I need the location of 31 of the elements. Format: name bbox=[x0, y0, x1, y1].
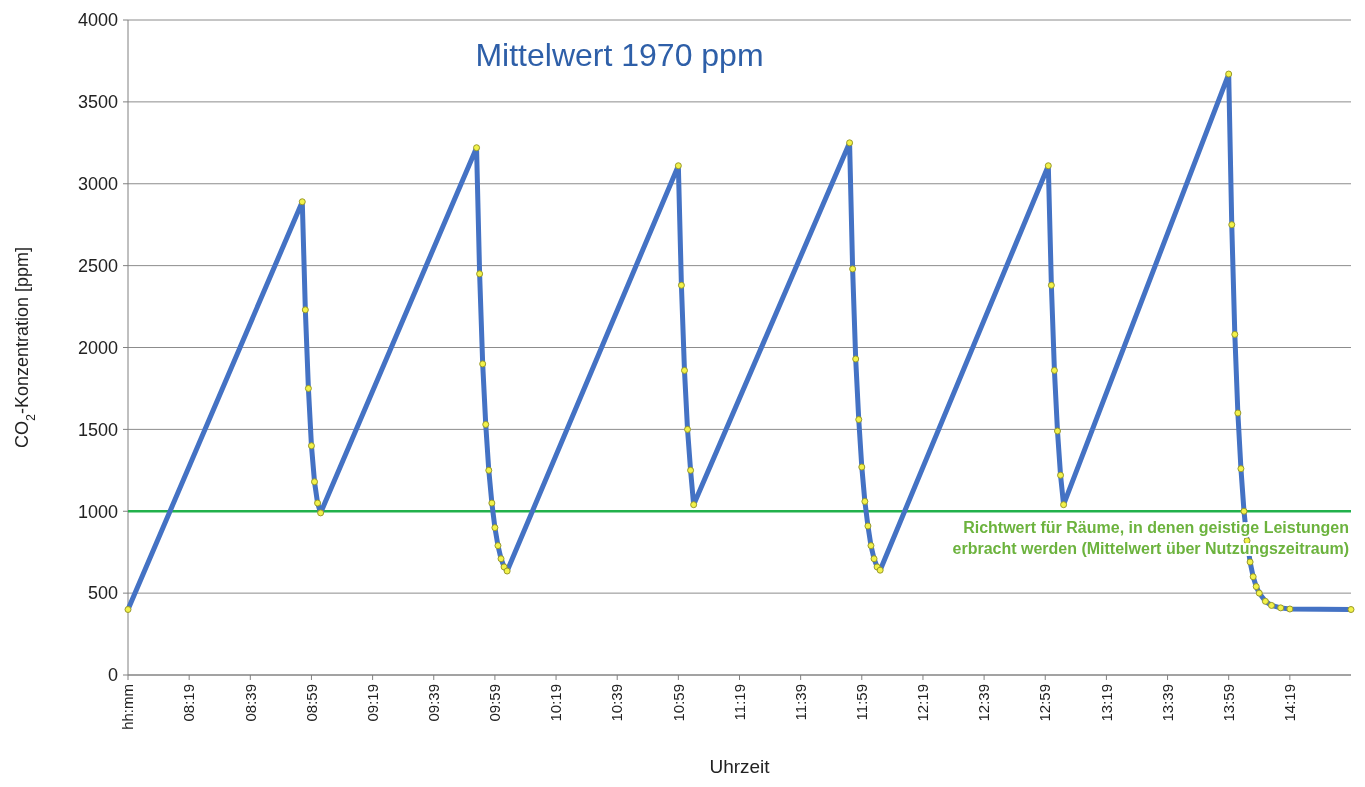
x-tick-label: 13:59 bbox=[1219, 684, 1237, 722]
x-tick-label: 13:39 bbox=[1158, 684, 1176, 722]
x-tick-label: 10:59 bbox=[669, 684, 687, 722]
y-tick-label: 3500 bbox=[77, 92, 118, 113]
y-tick-label: 1500 bbox=[77, 419, 118, 440]
y-tick-label: 0 bbox=[107, 665, 118, 686]
x-tick-label: 13:19 bbox=[1097, 684, 1115, 722]
x-tick-label: 08:39 bbox=[241, 684, 259, 722]
y-tick-label: 2500 bbox=[77, 255, 118, 276]
y-tick-label: 4000 bbox=[77, 10, 118, 31]
x-tick-label: 12:19 bbox=[914, 684, 932, 722]
y-tick-label: 3000 bbox=[77, 174, 118, 195]
x-tick-label: 12:59 bbox=[1036, 684, 1054, 722]
x-tick-label: 14:19 bbox=[1281, 684, 1299, 722]
text: Mittelwert 1970 ppm bbox=[475, 37, 764, 73]
x-tick-label: 10:19 bbox=[547, 684, 565, 722]
y-tick-label: 500 bbox=[87, 583, 118, 604]
x-tick-label: hh:mm bbox=[119, 684, 137, 730]
x-tick-label: 11:59 bbox=[853, 684, 871, 721]
y-tick-label: 2000 bbox=[77, 337, 118, 358]
x-tick-label: 08:59 bbox=[302, 684, 320, 722]
x-tick-label: 12:39 bbox=[975, 684, 993, 722]
x-axis-title: Uhrzeit bbox=[709, 756, 771, 777]
x-tick-label: 11:39 bbox=[791, 684, 809, 721]
x-tick-label: 08:19 bbox=[180, 684, 198, 722]
x-tick-label: 09:39 bbox=[425, 684, 442, 722]
x-tick-label: 10:39 bbox=[608, 684, 626, 722]
x-tick-label: 11:19 bbox=[730, 684, 748, 721]
x-tick-label: 09:59 bbox=[486, 684, 504, 722]
x-tick-label: 09:19 bbox=[363, 684, 381, 722]
y-tick-label: 1000 bbox=[77, 501, 118, 522]
